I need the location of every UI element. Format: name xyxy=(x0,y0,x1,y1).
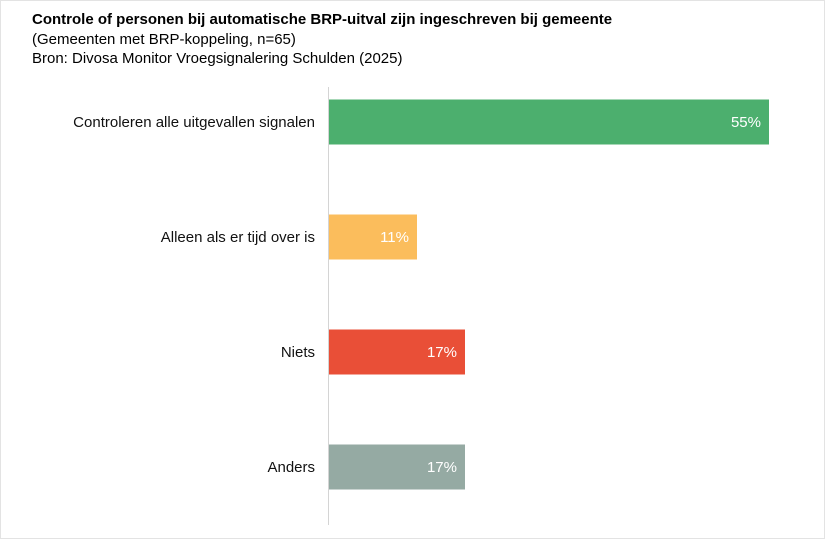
value-label-2: 11% xyxy=(380,229,409,246)
category-label-3: Niets xyxy=(281,344,315,361)
bars-group: Controleren alle uitgevallen signalen 55%… xyxy=(73,99,769,490)
chart-source: Bron: Divosa Monitor Vroegsignalering Sc… xyxy=(32,50,403,67)
bar-1 xyxy=(329,99,769,145)
value-label-4: 17% xyxy=(427,459,457,476)
chart-header: Controle of personen bij automatische BR… xyxy=(32,10,612,68)
category-label-2: Alleen als er tijd over is xyxy=(161,229,315,246)
chart-subtitle: (Gemeenten met BRP-koppeling, n=65) xyxy=(32,31,296,48)
category-label-4: Anders xyxy=(267,459,315,476)
bar-3 xyxy=(329,329,465,375)
category-label-1: Controleren alle uitgevallen signalen xyxy=(73,114,315,131)
bar-4 xyxy=(329,444,465,490)
bar-2 xyxy=(329,214,417,260)
value-label-3: 17% xyxy=(427,344,457,361)
value-label-1: 55% xyxy=(731,114,761,131)
chart-title: Controle of personen bij automatische BR… xyxy=(32,11,613,28)
